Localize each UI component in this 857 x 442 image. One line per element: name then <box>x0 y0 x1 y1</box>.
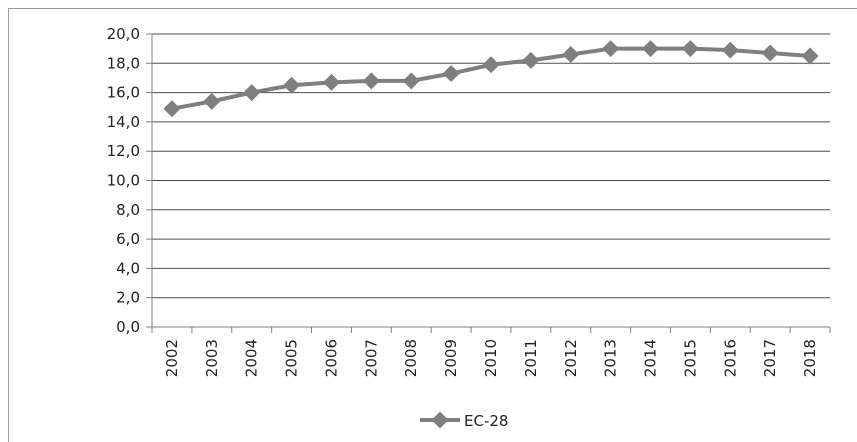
x-tick-label: 2003 <box>203 339 221 377</box>
y-tick-label: 20,0 <box>107 25 140 43</box>
x-tick-label: 2018 <box>801 339 819 377</box>
x-tick-label: 2017 <box>761 339 779 377</box>
x-tick-label: 2010 <box>482 339 500 377</box>
x-tick-label: 2006 <box>322 339 340 377</box>
data-point <box>602 40 620 58</box>
y-tick-label: 10,0 <box>107 172 140 190</box>
x-tick-label: 2007 <box>362 339 380 377</box>
series-ec28 <box>163 40 819 118</box>
x-tick-label: 2009 <box>442 339 460 377</box>
data-point <box>163 100 181 118</box>
y-axis: 0,0 2,0 4,0 6,0 8,0 10,0 12,0 14,0 16,0 18,0 20,0 <box>107 25 153 336</box>
data-point <box>482 56 500 74</box>
x-tick-label: 2014 <box>642 339 660 377</box>
legend-label: ЕС-28 <box>464 412 508 430</box>
data-point <box>761 44 779 62</box>
data-point <box>642 40 660 58</box>
y-tick-label: 18,0 <box>107 54 140 72</box>
data-point <box>522 51 540 69</box>
data-point <box>203 92 221 110</box>
data-point <box>362 72 380 90</box>
x-tick-label: 2004 <box>243 339 261 377</box>
y-tick-label: 2,0 <box>116 289 140 307</box>
data-point <box>243 84 261 102</box>
y-tick-label: 8,0 <box>116 201 140 219</box>
data-point <box>402 72 420 90</box>
x-tick-label: 2008 <box>402 339 420 377</box>
data-point <box>801 47 819 65</box>
gridlines <box>152 33 830 299</box>
y-tick-label: 16,0 <box>107 84 140 102</box>
x-axis: 2002 2003 2004 2005 2006 2007 2008 2009 2010 2011… <box>151 326 831 377</box>
y-tick-label: 6,0 <box>116 230 140 248</box>
chart-frame <box>8 8 857 442</box>
y-tick-label: 0,0 <box>116 318 140 336</box>
x-tick-label: 2016 <box>721 339 739 377</box>
x-tick-label: 2005 <box>283 339 301 377</box>
data-point <box>681 40 699 58</box>
data-point <box>562 46 580 63</box>
y-tick-label: 4,0 <box>116 259 140 277</box>
x-tick-label: 2012 <box>562 339 580 377</box>
x-tick-label: 2011 <box>522 339 540 377</box>
x-tick-label: 2013 <box>602 339 620 377</box>
data-point <box>283 76 301 94</box>
data-point <box>322 73 340 91</box>
legend: ЕС-28 <box>420 411 508 430</box>
y-tick-label: 14,0 <box>107 113 140 131</box>
data-point <box>442 65 460 83</box>
y-tick-label: 12,0 <box>107 142 140 160</box>
x-tick-label: 2015 <box>681 339 699 377</box>
legend-marker <box>431 411 449 429</box>
x-tick-label: 2002 <box>163 339 181 377</box>
data-point <box>721 41 739 59</box>
